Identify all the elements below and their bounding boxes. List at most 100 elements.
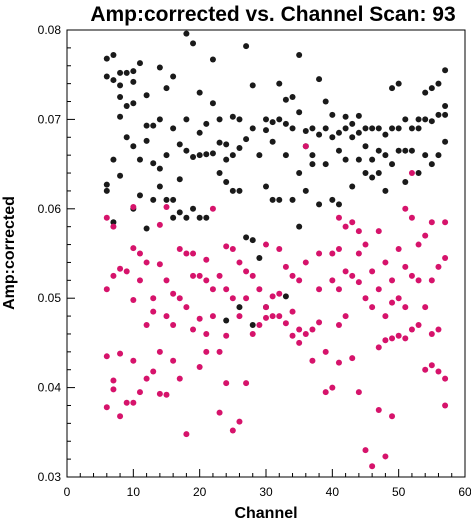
- data-point: [369, 268, 376, 275]
- data-point: [263, 314, 269, 321]
- data-point: [196, 214, 203, 221]
- data-point: [216, 170, 223, 177]
- data-point: [422, 232, 429, 239]
- data-point: [256, 254, 263, 261]
- data-point: [110, 156, 117, 163]
- data-point: [389, 125, 396, 132]
- data-point: [349, 272, 356, 279]
- axis-ticks: [66, 29, 466, 478]
- data-point: [103, 73, 110, 80]
- data-point: [322, 98, 329, 105]
- data-point: [249, 125, 256, 132]
- data-point: [289, 196, 296, 203]
- data-point: [143, 259, 150, 266]
- data-point: [435, 111, 442, 118]
- data-point: [216, 272, 223, 279]
- data-point: [223, 317, 230, 324]
- data-point: [335, 214, 342, 221]
- data-point: [342, 156, 349, 163]
- data-point: [428, 362, 435, 369]
- data-point: [402, 335, 409, 342]
- data-point: [176, 141, 183, 148]
- data-point: [422, 366, 429, 373]
- data-point: [428, 330, 435, 337]
- data-point: [282, 152, 289, 159]
- data-point: [163, 277, 170, 284]
- data-point: [369, 125, 376, 132]
- data-point: [402, 116, 409, 123]
- data-point: [236, 187, 243, 194]
- data-point: [196, 272, 203, 279]
- data-point: [415, 322, 422, 329]
- data-point: [190, 205, 197, 212]
- x-axis-label: Channel: [234, 505, 297, 522]
- data-point: [408, 326, 415, 333]
- data-point: [150, 308, 157, 315]
- data-point: [216, 348, 223, 355]
- data-point: [183, 431, 190, 438]
- data-point: [375, 286, 382, 293]
- data-point: [302, 187, 309, 194]
- data-point: [130, 100, 137, 107]
- data-point: [223, 286, 230, 293]
- data-point: [296, 223, 303, 230]
- data-point: [103, 214, 110, 221]
- data-point: [150, 122, 157, 129]
- data-point: [276, 196, 283, 203]
- data-point: [170, 73, 177, 80]
- data-point: [229, 246, 236, 253]
- data-point: [289, 308, 296, 315]
- data-point: [163, 391, 170, 398]
- data-point: [282, 320, 289, 327]
- data-point: [223, 332, 230, 339]
- data-point: [289, 125, 296, 132]
- data-point: [408, 214, 415, 221]
- data-point: [355, 389, 362, 396]
- data-point: [329, 277, 336, 284]
- data-point: [190, 40, 197, 47]
- data-point: [282, 120, 289, 127]
- data-point: [190, 250, 197, 257]
- data-point: [389, 161, 396, 168]
- data-point: [163, 204, 170, 211]
- y-tick-label: 0.05: [38, 291, 62, 305]
- data-point: [196, 315, 203, 322]
- data-point: [136, 60, 143, 67]
- data-point: [369, 156, 376, 163]
- data-point: [263, 116, 269, 123]
- data-point: [395, 80, 402, 87]
- data-point: [170, 125, 177, 132]
- data-point: [289, 332, 296, 339]
- data-point: [442, 111, 449, 118]
- data-point: [408, 272, 415, 279]
- data-point: [249, 330, 256, 337]
- data-point: [362, 170, 369, 177]
- data-point: [349, 355, 356, 362]
- data-point: [369, 463, 376, 470]
- data-point: [110, 52, 117, 59]
- data-point: [170, 214, 177, 221]
- data-point: [349, 120, 356, 127]
- data-point: [282, 263, 289, 270]
- data-point: [435, 152, 442, 159]
- data-point: [302, 128, 309, 135]
- data-point: [156, 116, 163, 123]
- data-point: [422, 89, 429, 96]
- data-point: [362, 241, 369, 248]
- data-point: [176, 375, 183, 382]
- data-point: [422, 152, 429, 159]
- data-point: [342, 125, 349, 132]
- data-point: [309, 161, 316, 168]
- data-point: [442, 254, 449, 261]
- data-point: [223, 141, 230, 148]
- data-point: [170, 196, 177, 203]
- data-point: [130, 357, 137, 364]
- data-point: [428, 219, 435, 226]
- data-point: [103, 181, 110, 188]
- data-point: [203, 330, 210, 337]
- data-point: [375, 147, 382, 154]
- data-point: [362, 143, 369, 150]
- data-point: [136, 389, 143, 396]
- data-point: [415, 116, 422, 123]
